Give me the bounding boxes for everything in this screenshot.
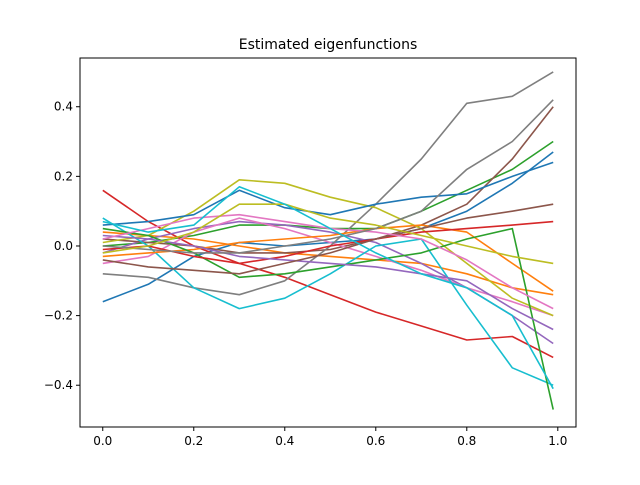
y-tick-label: −0.2 — [44, 309, 73, 323]
y-tick-label: 0.0 — [54, 239, 73, 253]
x-tick-label: 0.0 — [93, 434, 112, 448]
series-line-13 — [102, 227, 554, 410]
series-line-15 — [102, 234, 554, 331]
y-axis: −0.4 −0.2 0.0 0.2 0.4 — [44, 100, 80, 392]
chart-title: Estimated eigenfunctions — [239, 37, 418, 53]
series-line-10 — [102, 217, 554, 386]
x-axis: 0.0 0.2 0.4 0.6 0.8 1.0 — [93, 427, 567, 448]
series-line-6 — [102, 106, 554, 254]
x-tick-label: 0.2 — [184, 434, 203, 448]
series-layer — [102, 71, 554, 410]
plot-frame — [79, 57, 577, 428]
series-line-20 — [102, 186, 554, 390]
x-tick-label: 0.6 — [366, 434, 385, 448]
series-line-18 — [102, 99, 554, 254]
series-line-14 — [102, 220, 554, 265]
series-line-12 — [102, 224, 554, 292]
x-tick-label: 0.4 — [275, 434, 294, 448]
y-tick-label: −0.4 — [44, 378, 73, 392]
y-tick-label: 0.4 — [54, 100, 73, 114]
series-line-9 — [102, 179, 554, 317]
x-tick-label: 0.8 — [457, 434, 476, 448]
x-tick-label: 1.0 — [548, 434, 567, 448]
series-line-11 — [102, 161, 554, 226]
series-line-19 — [102, 203, 554, 265]
series-line-16 — [102, 203, 554, 275]
y-tick-label: 0.2 — [54, 169, 73, 183]
series-line-4 — [102, 189, 554, 359]
series-line-7 — [102, 217, 554, 317]
